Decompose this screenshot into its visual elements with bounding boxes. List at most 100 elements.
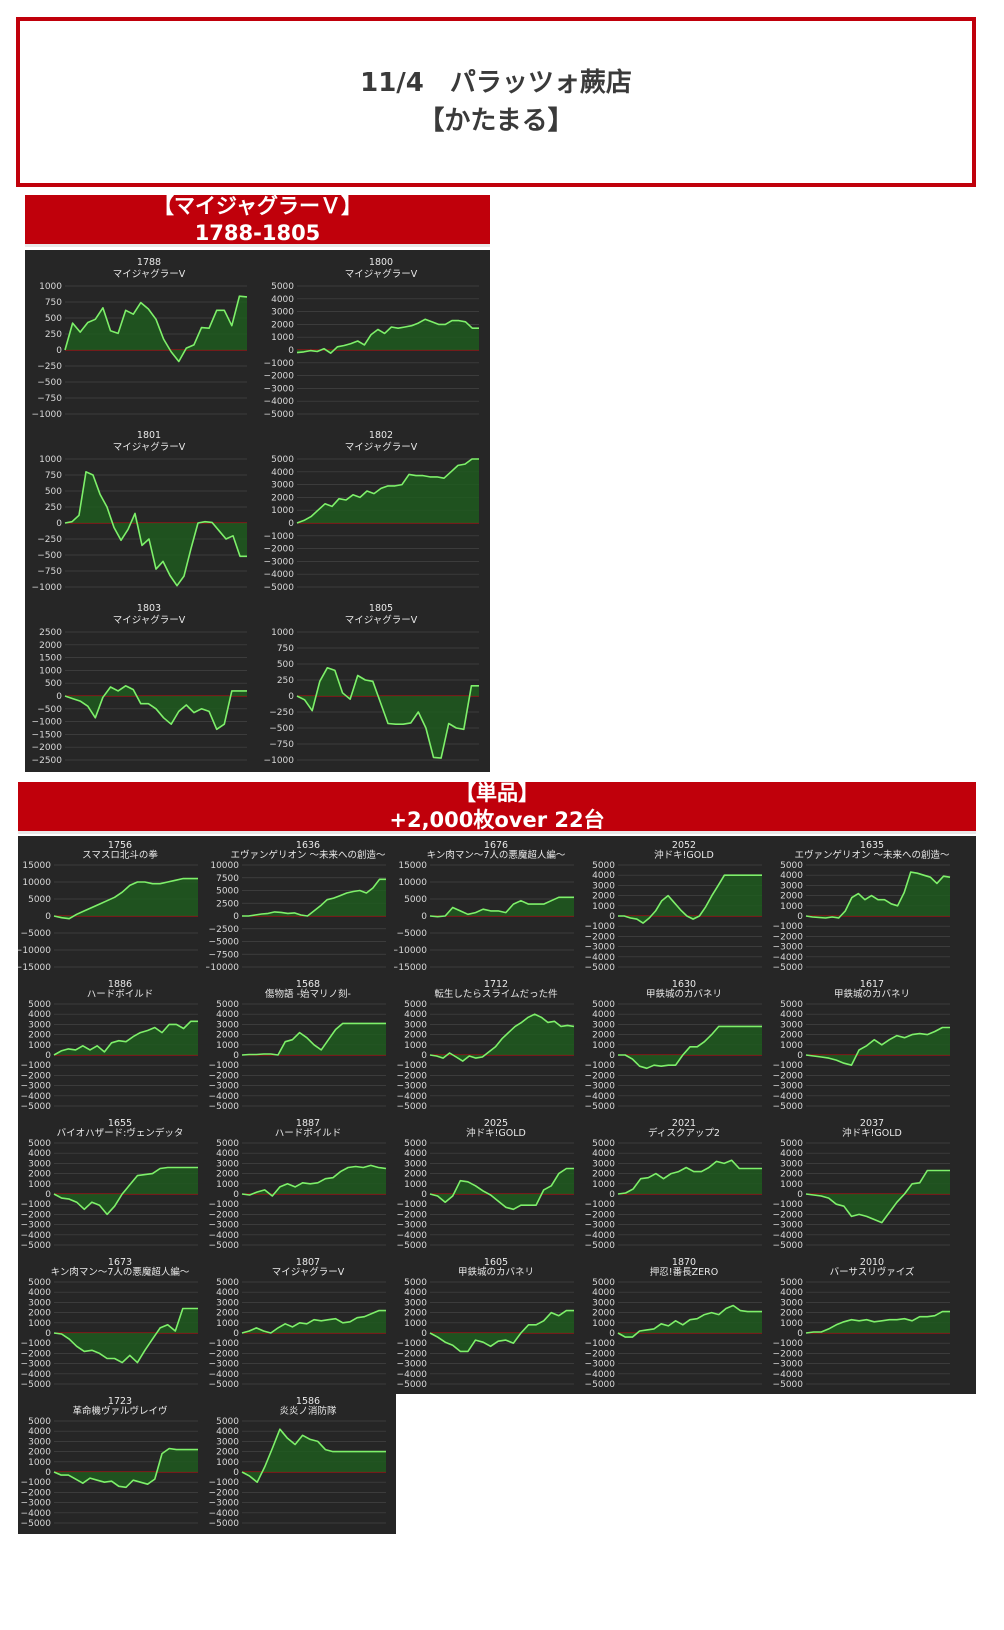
y-tick-label: 1000: [780, 1041, 803, 1051]
y-tick-label: 0: [45, 1190, 51, 1200]
y-tick-label: 10000: [398, 878, 427, 888]
y-tick-label: 1000: [28, 1319, 51, 1329]
y-tick-label: 4000: [780, 1149, 803, 1159]
y-tick-label: 3000: [404, 1298, 427, 1308]
chart-1870: 1870押忍!番長ZERO500040003000200010000−1000−…: [585, 1257, 762, 1390]
y-tick-label: −5000: [397, 1241, 428, 1251]
chart-machine-name: 傷物語 -始マリノ刻-: [265, 988, 351, 1000]
y-tick-label: 2000: [216, 1031, 239, 1041]
y-tick-label: −5000: [585, 963, 616, 973]
y-tick-label: −1000: [209, 1478, 240, 1488]
y-tick-label: −1000: [773, 1339, 804, 1349]
data-line: [805, 1026, 950, 1066]
y-tick-label: 3000: [404, 1159, 427, 1169]
y-tick-label: −2000: [397, 1349, 428, 1359]
y-tick-label: −1000: [264, 756, 295, 766]
y-tick-label: 2000: [216, 1170, 239, 1180]
data-line: [64, 685, 247, 731]
y-tick-label: 1000: [780, 902, 803, 912]
y-tick-label: −1000: [209, 1061, 240, 1071]
y-tick-label: −750: [37, 394, 62, 404]
y-tick-label: −2000: [773, 1071, 804, 1081]
y-tick-label: 5000: [216, 1000, 239, 1010]
data-line: [805, 1169, 950, 1224]
data-line: [53, 877, 198, 920]
data-line: [64, 470, 247, 587]
chart-machine-name: 革命機ヴァルヴレイヴ: [72, 1405, 167, 1417]
y-tick-label: 1000: [592, 1180, 615, 1190]
y-tick-label: 5000: [28, 1139, 51, 1149]
chart-number: 1802: [369, 430, 393, 441]
y-tick-label: −3000: [209, 1360, 240, 1370]
y-tick-label: −3000: [397, 1360, 428, 1370]
y-tick-label: 2000: [780, 1031, 803, 1041]
y-tick-label: 0: [233, 1190, 239, 1200]
section-header-myjuggler: 【マイジャグラーＶ】 1788-1805: [25, 193, 490, 247]
y-tick-label: 10000: [210, 861, 239, 871]
y-tick-label: −4000: [773, 1231, 804, 1241]
data-line: [617, 1304, 762, 1338]
chart-2010: 2010バーサスリヴァイズ500040003000200010000−1000−…: [773, 1257, 950, 1390]
y-tick-label: −3000: [264, 557, 295, 567]
chart-number: 1712: [484, 979, 508, 990]
y-tick-label: −2000: [397, 1210, 428, 1220]
y-tick-label: −2000: [585, 932, 616, 942]
y-tick-label: 3000: [780, 881, 803, 891]
y-tick-label: −1000: [264, 532, 295, 542]
y-tick-label: −1000: [209, 1339, 240, 1349]
y-tick-label: 0: [609, 912, 615, 922]
y-tick-label: −15000: [394, 963, 427, 973]
y-tick-label: −5000: [21, 1380, 52, 1390]
chart-number: 1630: [672, 979, 696, 990]
y-tick-label: 0: [797, 1329, 803, 1339]
y-tick-label: 5000: [780, 1000, 803, 1010]
y-tick-label: −4000: [209, 1092, 240, 1102]
y-tick-label: −1000: [773, 922, 804, 932]
y-tick-label: −1000: [397, 1200, 428, 1210]
data-area: [806, 872, 950, 918]
y-tick-label: 2000: [39, 641, 62, 651]
data-area: [618, 1160, 762, 1194]
y-tick-label: 250: [45, 330, 62, 340]
y-tick-label: 0: [421, 1051, 427, 1061]
y-tick-label: 5000: [216, 1139, 239, 1149]
chart-number: 1801: [137, 430, 161, 441]
chart-number: 1803: [137, 603, 161, 614]
y-tick-label: 5000: [592, 1278, 615, 1288]
y-tick-label: 1000: [404, 1319, 427, 1329]
y-tick-label: 1000: [28, 1041, 51, 1051]
y-tick-label: −3000: [773, 1360, 804, 1370]
y-tick-label: 5000: [28, 1000, 51, 1010]
chart-1673: 1673キン肉マン～7人の悪魔超人編～500040003000200010000…: [21, 1257, 198, 1390]
data-area: [430, 1168, 574, 1210]
y-tick-label: −4000: [21, 1231, 52, 1241]
section-title: 【マイジャグラーＶ】: [153, 193, 362, 218]
chart-machine-name: 押忍!番長ZERO: [650, 1266, 718, 1278]
chart-number: 1887: [296, 1118, 320, 1129]
chart-machine-name: 沖ドキ!GOLD: [466, 1127, 526, 1139]
y-tick-label: 0: [233, 912, 239, 922]
y-tick-label: 2000: [780, 1309, 803, 1319]
y-tick-label: 500: [45, 487, 62, 497]
y-tick-label: −1000: [585, 1339, 616, 1349]
y-tick-label: −5000: [397, 1380, 428, 1390]
data-line: [296, 458, 479, 524]
chart-number: 2010: [860, 1257, 884, 1268]
y-tick-label: −3000: [585, 1360, 616, 1370]
chart-machine-name: エヴァンゲリオン ～未来への創造～: [794, 849, 950, 861]
y-tick-label: 1000: [780, 1319, 803, 1329]
y-tick-label: −4000: [585, 1092, 616, 1102]
y-tick-label: 0: [288, 692, 294, 702]
chart-machine-name: バーサスリヴァイズ: [830, 1266, 915, 1278]
y-tick-label: 250: [45, 503, 62, 513]
y-tick-label: 2000: [592, 1031, 615, 1041]
y-tick-label: 5000: [592, 1000, 615, 1010]
y-tick-label: 2000: [271, 320, 294, 330]
y-tick-label: −250: [269, 708, 294, 718]
